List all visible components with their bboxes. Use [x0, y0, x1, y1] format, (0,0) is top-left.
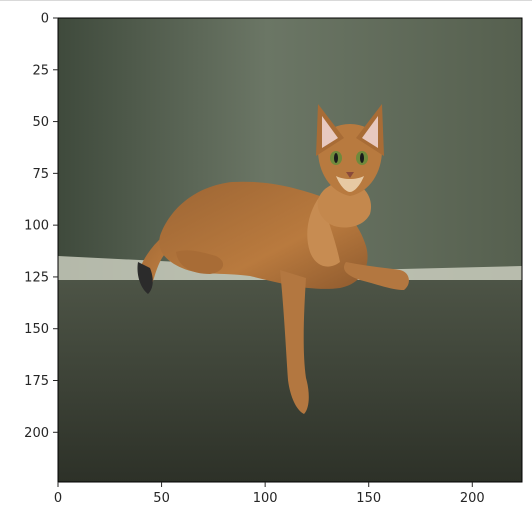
x-tick-label: 0 — [54, 491, 62, 506]
cat-tail-tip — [137, 262, 153, 294]
x-tick-label: 150 — [356, 491, 381, 506]
x-tick-label: 100 — [253, 491, 278, 506]
x-tick-label: 50 — [153, 491, 170, 506]
cat-nose — [346, 172, 354, 178]
y-tick-label: 150 — [24, 322, 49, 337]
cat-front-leg-hanging — [280, 270, 309, 414]
cat-hind-leg — [176, 250, 224, 274]
top-border — [0, 0, 532, 1]
y-tick-label: 25 — [32, 63, 49, 78]
y-tick-label: 100 — [24, 219, 49, 234]
cat-chest — [307, 196, 340, 267]
cat-front-leg-extended — [343, 262, 409, 290]
y-tick-label: 50 — [32, 115, 49, 130]
cat-muzzle — [336, 176, 364, 192]
y-tick-label: 125 — [24, 270, 49, 285]
y-tick-label: 200 — [24, 426, 49, 441]
cat-ear-left-inner — [322, 116, 338, 148]
cat — [137, 104, 409, 414]
y-axis: 0 25 50 75 100 125 150 175 200 — [24, 12, 58, 441]
photo — [58, 18, 522, 482]
x-tick-label: 200 — [460, 491, 485, 506]
x-axis: 0 50 100 150 200 — [54, 482, 485, 506]
axes-frame — [57, 17, 523, 483]
y-tick-label: 75 — [32, 167, 49, 182]
y-tick-label: 175 — [24, 374, 49, 389]
y-tick-label: 0 — [41, 12, 49, 27]
cat-ear-right-inner — [362, 116, 378, 148]
